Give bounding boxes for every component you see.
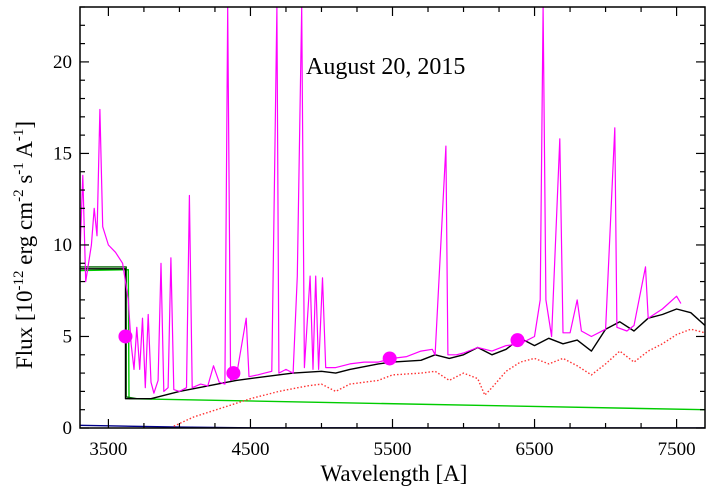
photometry-point-3 xyxy=(382,351,397,366)
axis-ticks: 3500 4500 5500 6500 7500 0 5 10 15 20 xyxy=(53,6,705,460)
x-tick-label: 6500 xyxy=(516,439,554,460)
y-tick-label: 15 xyxy=(53,143,72,164)
y-axis-title-mid1: erg cm xyxy=(12,202,37,271)
y-tick-label: 10 xyxy=(53,235,72,256)
series-line-model_total xyxy=(80,268,705,400)
series-line-observed xyxy=(80,7,682,394)
photometry-point-1 xyxy=(118,329,133,344)
x-axis-title: Wavelength [A] xyxy=(321,461,468,486)
y-axis-title-exp4: -1 xyxy=(11,129,27,142)
y-axis-title-exp3: -1 xyxy=(11,162,27,175)
date-annotation: August 20, 2015 xyxy=(306,54,465,80)
photometry-points xyxy=(118,329,525,381)
y-axis-title-exp1: -12 xyxy=(11,270,27,290)
x-tick-label: 5500 xyxy=(374,439,412,460)
y-tick-label: 5 xyxy=(63,326,73,347)
y-axis-title-exp2: -2 xyxy=(11,189,27,202)
series-line-stellar_component xyxy=(173,328,705,427)
y-axis-title-suffix: ] xyxy=(12,121,37,129)
y-tick-label: 0 xyxy=(63,418,73,439)
photometry-point-2 xyxy=(226,366,241,381)
y-axis-title-mid3: A xyxy=(12,141,37,162)
x-tick-label: 3500 xyxy=(89,439,127,460)
y-axis-title: Flux [10-12 erg cm-2 s-1 A-1] xyxy=(11,121,37,369)
x-tick-label: 7500 xyxy=(658,439,696,460)
y-tick-label: 20 xyxy=(53,52,72,73)
y-axis-title-mid2: s xyxy=(12,175,37,190)
photometry-point-4 xyxy=(510,333,525,348)
x-tick-label: 4500 xyxy=(231,439,269,460)
y-axis-title-prefix: Flux [10 xyxy=(12,290,37,369)
